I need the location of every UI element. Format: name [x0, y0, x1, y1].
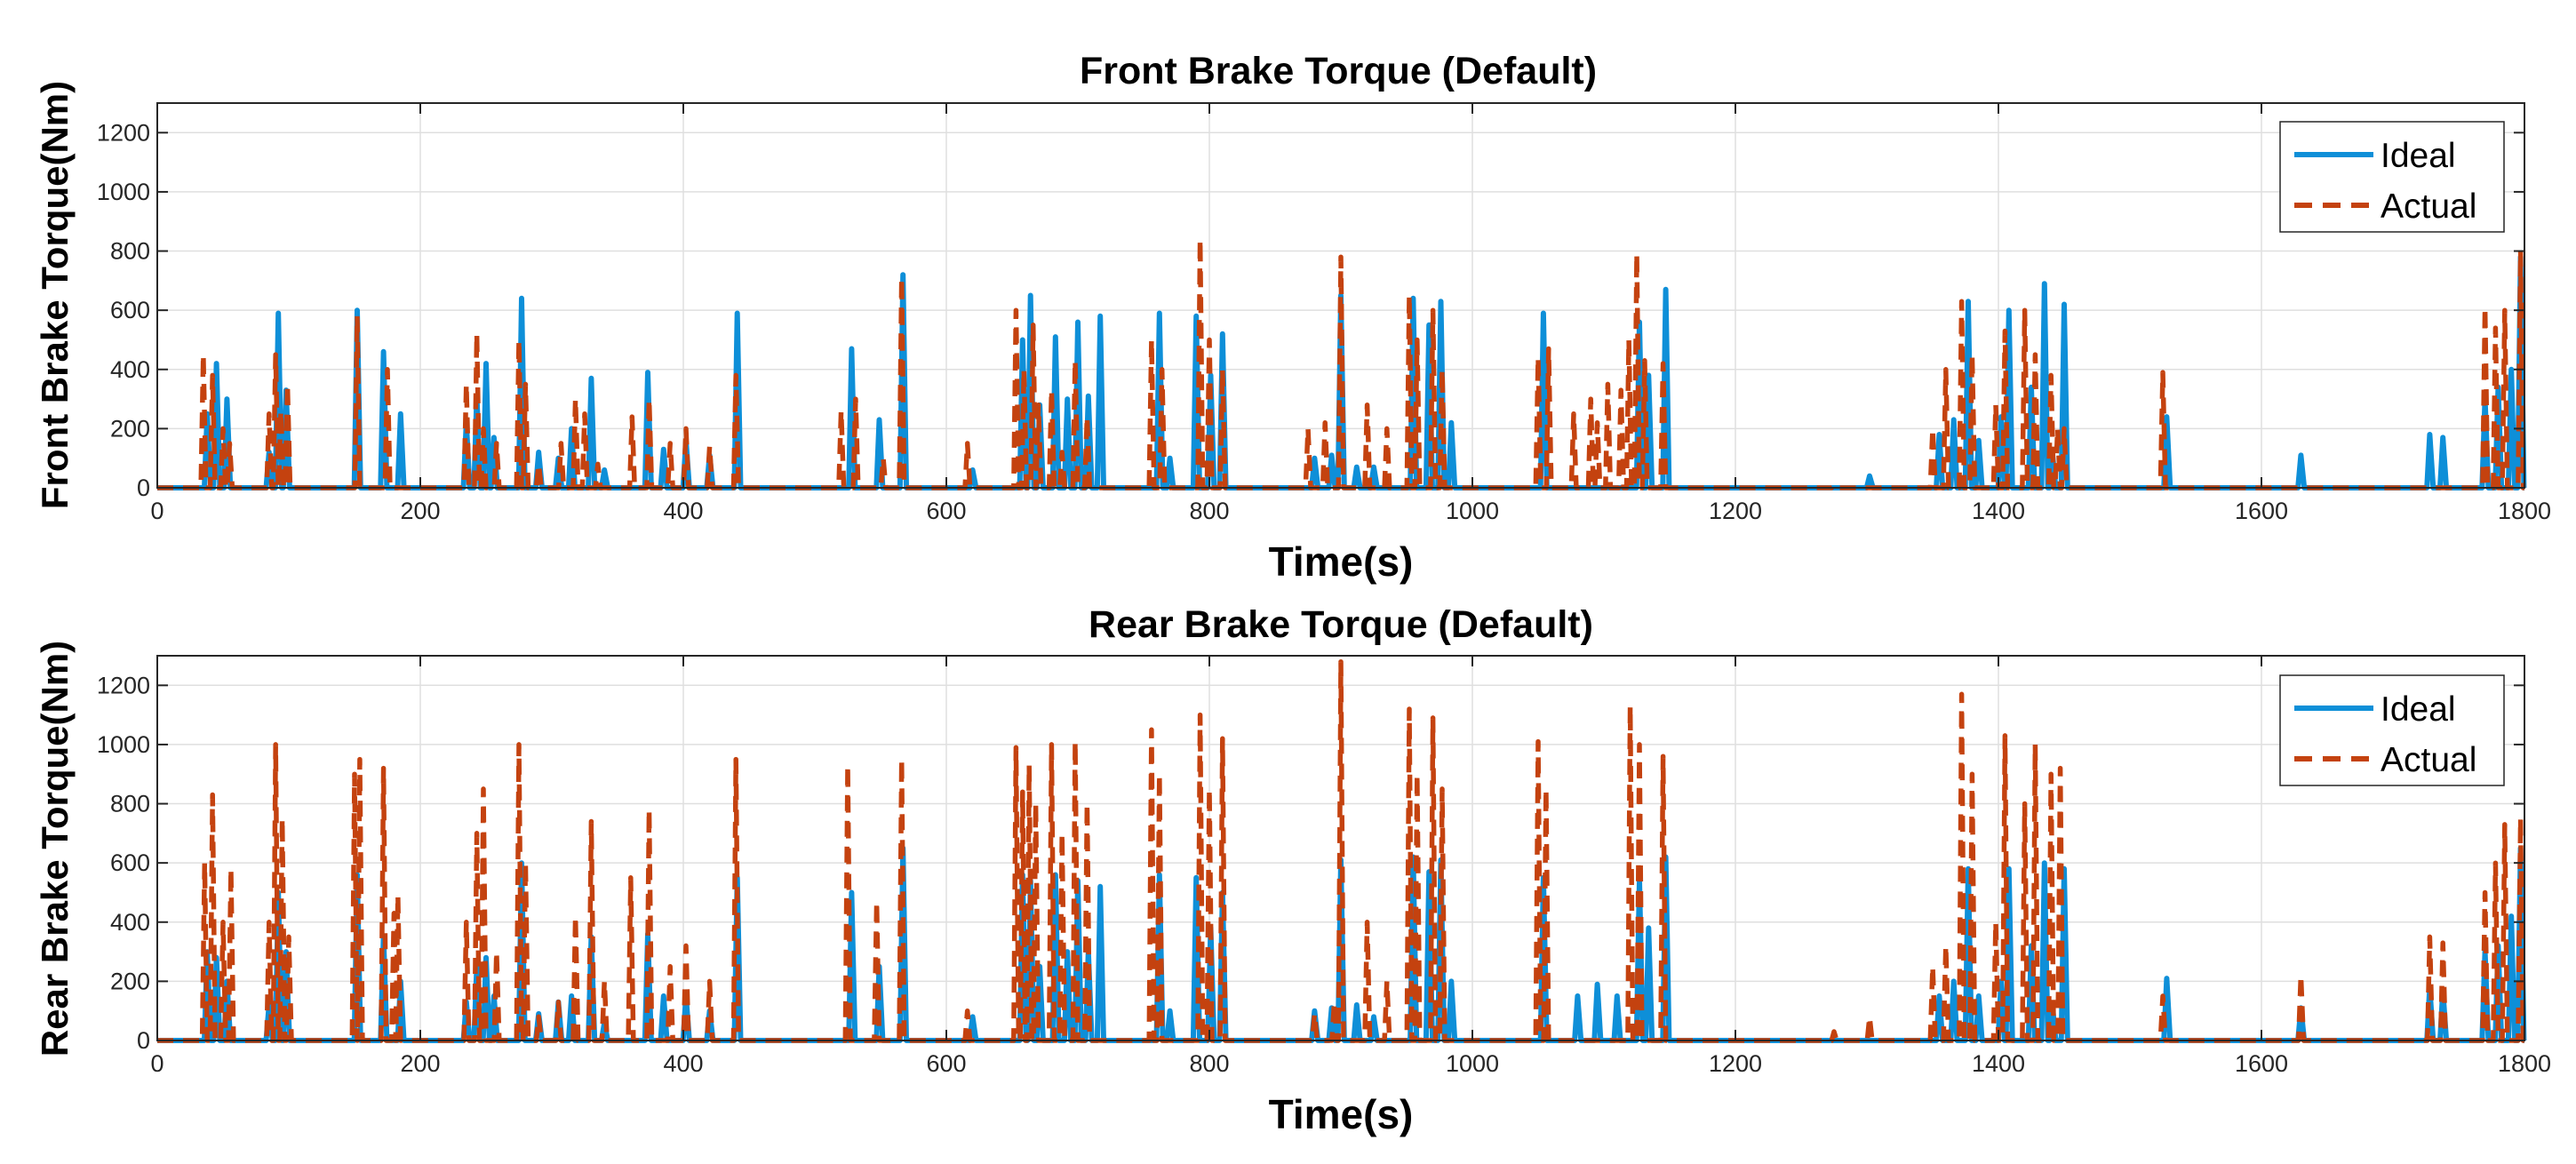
rear-plot-area	[156, 655, 2525, 1041]
front-x-tick-label: 1800	[2498, 498, 2551, 524]
rear-series-actual-line	[157, 658, 2526, 1043]
front-y-tick-label: 800	[110, 238, 150, 265]
rear-chart-title: Rear Brake Torque (Default)	[1089, 603, 1593, 646]
front-x-tick-label: 0	[150, 498, 163, 524]
rear-x-tick-label: 800	[1189, 1050, 1229, 1077]
front-y-tick-label: 0	[137, 474, 150, 501]
rear-legend-box	[2279, 674, 2505, 786]
rear-legend-actual-label: Actual	[2381, 741, 2476, 779]
front-y-tick-label: 600	[110, 297, 150, 323]
front-legend-box	[2279, 121, 2505, 233]
rear-y-tick-label: 1000	[97, 731, 150, 758]
rear-x-tick-label: 1000	[1446, 1050, 1499, 1077]
front-y-axis-label: Front Brake Torque(Nm)	[34, 81, 76, 509]
rear-x-tick-label: 200	[400, 1050, 440, 1077]
front-x-tick-label: 1400	[1972, 498, 2025, 524]
front-legend-ideal-label: Ideal	[2381, 137, 2456, 175]
front-x-axis-label: Time(s)	[1269, 538, 1414, 585]
rear-x-tick-label: 600	[926, 1050, 966, 1077]
front-x-tick-label: 800	[1189, 498, 1229, 524]
rear-y-tick-label: 0	[137, 1027, 150, 1054]
rear-legend: Ideal Actual	[2279, 674, 2505, 786]
rear-brake-torque-chart: Rear Brake Torque (Default) 0 200 400 600 80…	[34, 603, 2551, 1137]
front-x-tick-label: 600	[926, 498, 966, 524]
front-x-tick-label: 400	[663, 498, 703, 524]
rear-series	[157, 658, 2527, 1043]
rear-x-tick-label: 400	[663, 1050, 703, 1077]
front-x-tick-label: 1600	[2235, 498, 2288, 524]
front-plot-area	[156, 102, 2525, 489]
front-legend-actual-label: Actual	[2381, 187, 2476, 226]
rear-x-tick-label: 1600	[2235, 1050, 2288, 1077]
rear-legend-ideal-label: Ideal	[2381, 690, 2456, 729]
front-panel-background	[0, 0, 2576, 582]
front-chart-title: Front Brake Torque (Default)	[1080, 50, 1597, 92]
front-y-tick-label: 1000	[97, 179, 150, 205]
rear-y-tick-label: 1200	[97, 672, 150, 698]
rear-ticks: 0 200 400 600 800 1000 1200 1400 1600 1800 0 200 400…	[97, 656, 2551, 1077]
front-ticks: 0 200 400 600 800 1000 1200 1400 1600 1800 0 200 400…	[97, 103, 2551, 524]
front-x-tick-label: 1200	[1709, 498, 1762, 524]
rear-x-tick-label: 0	[150, 1050, 163, 1077]
front-x-tick-label: 1000	[1446, 498, 1499, 524]
rear-x-tick-label: 1800	[2498, 1050, 2551, 1077]
rear-x-tick-label: 1200	[1709, 1050, 1762, 1077]
rear-y-tick-label: 200	[110, 968, 150, 994]
rear-x-tick-label: 1400	[1972, 1050, 2025, 1077]
front-legend: Ideal Actual	[2279, 121, 2505, 233]
front-y-tick-label: 400	[110, 356, 150, 383]
rear-y-tick-label: 600	[110, 849, 150, 876]
front-y-tick-label: 200	[110, 415, 150, 442]
front-x-tick-label: 200	[400, 498, 440, 524]
rear-x-axis-label: Time(s)	[1269, 1091, 1414, 1137]
rear-y-axis-label: Rear Brake Torque(Nm)	[34, 641, 76, 1056]
front-brake-torque-chart: Front Brake Torque (Default) 0 200 400 600 8…	[0, 0, 2576, 585]
rear-y-tick-label: 800	[110, 791, 150, 817]
front-y-tick-label: 1200	[97, 119, 150, 146]
rear-y-tick-label: 400	[110, 909, 150, 936]
